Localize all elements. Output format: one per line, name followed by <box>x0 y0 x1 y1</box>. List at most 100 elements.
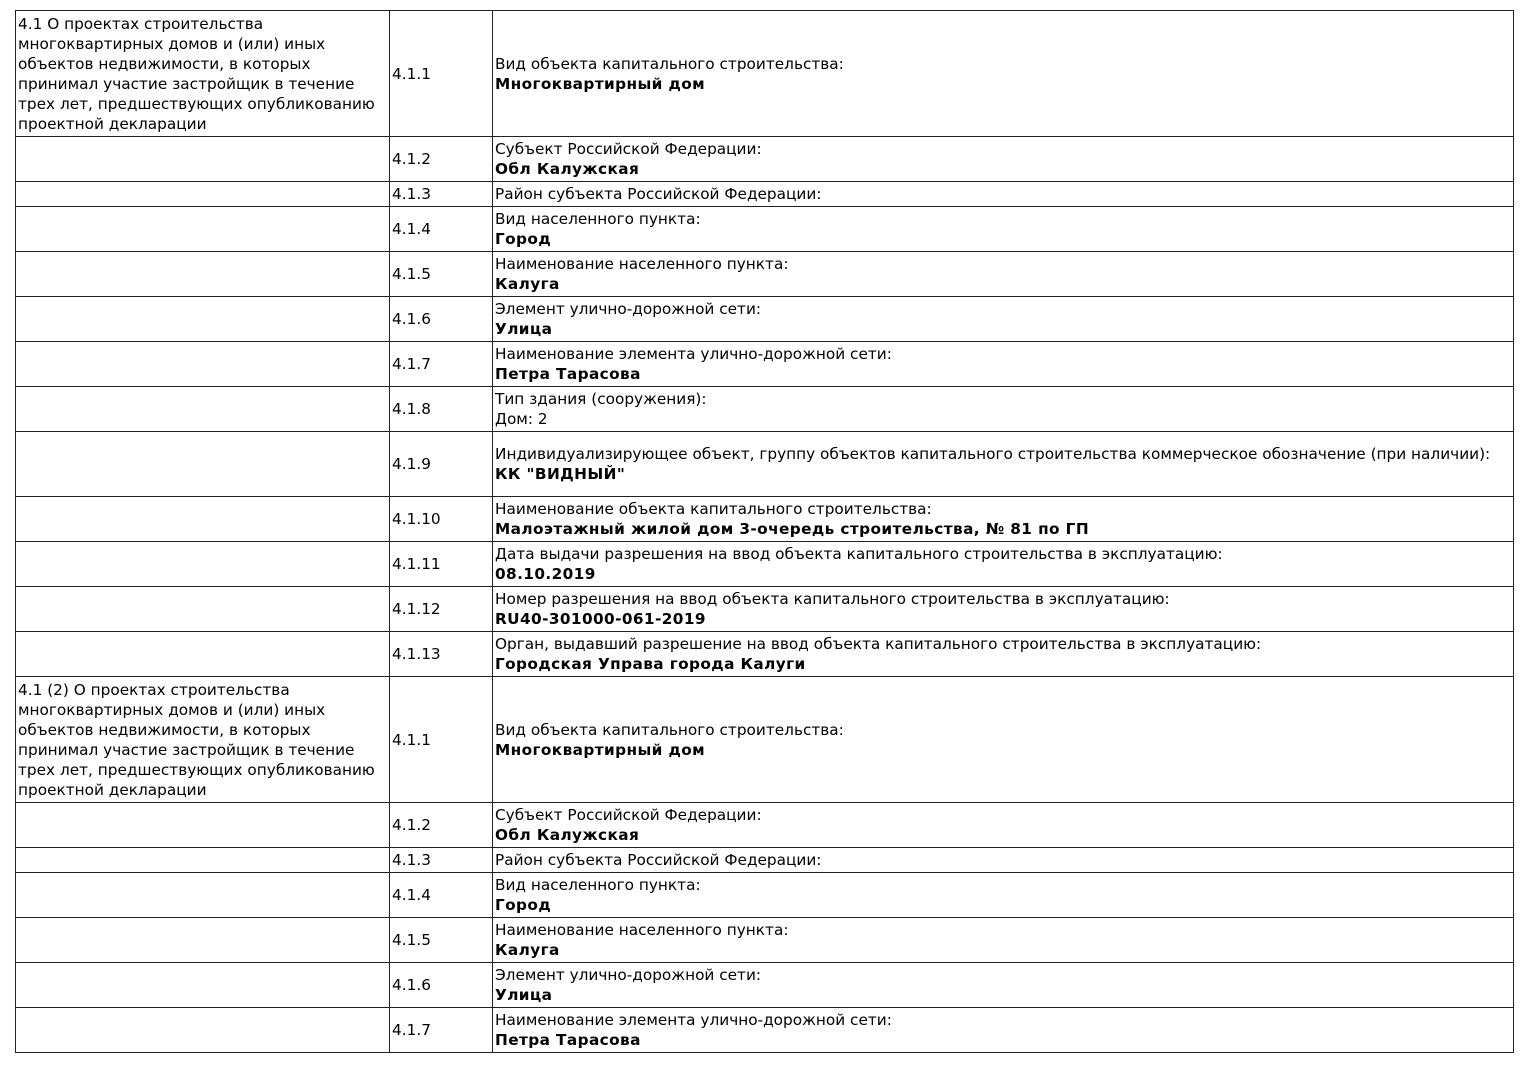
empty-cell <box>15 802 390 848</box>
empty-cell <box>15 386 390 432</box>
item-value: Петра Тарасова <box>495 1031 641 1049</box>
item-label: Вид населенного пункта: <box>495 876 701 894</box>
item-label: Район субъекта Российской Федерации: <box>495 851 822 869</box>
table-row: 4.1 (2) О проектах строительства многокв… <box>15 676 1514 803</box>
item-value: КК "ВИДНЫЙ" <box>495 465 626 483</box>
empty-cell <box>15 962 390 1008</box>
item-content: Вид населенного пункта: Город <box>492 872 1514 918</box>
item-code: 4.1.1 <box>389 10 493 137</box>
item-content: Наименование элемента улично-дорожной се… <box>492 341 1514 387</box>
item-code: 4.1.7 <box>389 341 493 387</box>
empty-cell <box>15 251 390 297</box>
item-value: Обл Калужская <box>495 160 640 178</box>
table-row: 4.1.9 Индивидуализирующее объект, группу … <box>15 431 1514 497</box>
item-value: Город <box>495 230 552 248</box>
item-value: Улица <box>495 320 553 338</box>
table-row: 4.1.5 Наименование населенного пункта: Кал… <box>15 251 1514 297</box>
table-row: 4.1.2 Субъект Российской Федерации: Обл Ка… <box>15 802 1514 848</box>
item-content: Наименование элемента улично-дорожной се… <box>492 1007 1514 1053</box>
empty-cell <box>15 1007 390 1053</box>
item-content: Дата выдачи разрешения на ввод объекта к… <box>492 541 1514 587</box>
item-code: 4.1.6 <box>389 296 493 342</box>
empty-cell <box>15 181 390 207</box>
table-row: 4.1.6 Элемент улично-дорожной сети: Улица <box>15 962 1514 1008</box>
item-content: Субъект Российской Федерации: Обл Калужск… <box>492 136 1514 182</box>
item-label: Наименование элемента улично-дорожной се… <box>495 345 892 363</box>
item-value: RU40-301000-061-2019 <box>495 610 706 628</box>
table-row: 4.1.12 Номер разрешения на ввод объекта к… <box>15 586 1514 632</box>
item-label: Элемент улично-дорожной сети: <box>495 300 762 318</box>
item-content: Вид объекта капитального строительства: М… <box>492 10 1514 137</box>
empty-cell <box>15 341 390 387</box>
empty-cell <box>15 431 390 497</box>
item-label: Вид объекта капитального строительства: <box>495 54 844 73</box>
item-content: Район субъекта Российской Федерации: <box>492 847 1514 873</box>
item-content: Наименование населенного пункта: Калуга <box>492 917 1514 963</box>
item-code: 4.1.5 <box>389 917 493 963</box>
item-label: Элемент улично-дорожной сети: <box>495 966 762 984</box>
table-row: 4.1.13 Орган, выдавший разрешение на ввод… <box>15 631 1514 677</box>
empty-cell <box>15 847 390 873</box>
item-value: Обл Калужская <box>495 826 640 844</box>
item-content: Индивидуализирующее объект, группу объек… <box>492 431 1514 497</box>
empty-cell <box>15 206 390 252</box>
item-label: Субъект Российской Федерации: <box>495 806 762 824</box>
item-value: Малоэтажный жилой дом 3-очередь строител… <box>495 520 1090 538</box>
item-label: Наименование населенного пункта: <box>495 921 789 939</box>
item-content: Наименование объекта капитального строит… <box>492 496 1514 542</box>
section-title: 4.1 О проектах строительства многокварти… <box>15 10 390 137</box>
item-code: 4.1.4 <box>389 206 493 252</box>
table-row: 4.1.3 Район субъекта Российской Федерации… <box>15 847 1514 873</box>
item-code: 4.1.2 <box>389 136 493 182</box>
item-content: Орган, выдавший разрешение на ввод объек… <box>492 631 1514 677</box>
item-content: Наименование населенного пункта: Калуга <box>492 251 1514 297</box>
item-code: 4.1.4 <box>389 872 493 918</box>
item-label: Вид объекта капитального строительства: <box>495 720 844 739</box>
empty-cell <box>15 631 390 677</box>
section-title: 4.1 (2) О проектах строительства многокв… <box>15 676 390 803</box>
empty-cell <box>15 917 390 963</box>
item-label: Вид населенного пункта: <box>495 210 701 228</box>
item-content: Элемент улично-дорожной сети: Улица <box>492 962 1514 1008</box>
item-code: 4.1.3 <box>389 181 493 207</box>
item-code: 4.1.12 <box>389 586 493 632</box>
item-code: 4.1.3 <box>389 847 493 873</box>
item-value: Калуга <box>495 275 560 293</box>
empty-cell <box>15 496 390 542</box>
item-label: Наименование населенного пункта: <box>495 255 789 273</box>
item-value: Петра Тарасова <box>495 365 641 383</box>
table-body: 4.1 О проектах строительства многокварти… <box>15 10 1514 1053</box>
table-row: 4.1.4 Вид населенного пункта: Город <box>15 872 1514 918</box>
item-value: Многоквартирный дом <box>495 74 706 93</box>
item-label: Дата выдачи разрешения на ввод объекта к… <box>495 545 1223 563</box>
item-value: Дом: 2 <box>495 410 548 428</box>
empty-cell <box>15 872 390 918</box>
table-row: 4.1.8 Тип здания (сооружения): Дом: 2 <box>15 386 1514 432</box>
item-label: Индивидуализирующее объект, группу объек… <box>495 445 1491 463</box>
table-row: 4.1.2 Субъект Российской Федерации: Обл Ка… <box>15 136 1514 182</box>
item-label: Субъект Российской Федерации: <box>495 140 762 158</box>
item-code: 4.1.8 <box>389 386 493 432</box>
table-row: 4.1.11 Дата выдачи разрешения на ввод объ… <box>15 541 1514 587</box>
table-row: 4.1.4 Вид населенного пункта: Город <box>15 206 1514 252</box>
item-code: 4.1.13 <box>389 631 493 677</box>
item-label: Наименование объекта капитального строит… <box>495 500 932 518</box>
item-label: Номер разрешения на ввод объекта капитал… <box>495 590 1170 608</box>
table-row: 4.1.6 Элемент улично-дорожной сети: Улица <box>15 296 1514 342</box>
item-value: Городская Управа города Калуги <box>495 655 806 673</box>
item-value: Улица <box>495 986 553 1004</box>
empty-cell <box>15 136 390 182</box>
declaration-table: 4.1 О проектах строительства многокварти… <box>15 10 1514 1053</box>
item-code: 4.1.11 <box>389 541 493 587</box>
item-code: 4.1.6 <box>389 962 493 1008</box>
table-row: 4.1.3 Район субъекта Российской Федерации… <box>15 181 1514 207</box>
item-code: 4.1.5 <box>389 251 493 297</box>
item-code: 4.1.1 <box>389 676 493 803</box>
item-content: Район субъекта Российской Федерации: <box>492 181 1514 207</box>
item-content: Вид объекта капитального строительства: М… <box>492 676 1514 803</box>
item-value: 08.10.2019 <box>495 565 596 583</box>
empty-cell <box>15 296 390 342</box>
item-value: Многоквартирный дом <box>495 740 706 759</box>
item-value: Калуга <box>495 941 560 959</box>
item-code: 4.1.7 <box>389 1007 493 1053</box>
